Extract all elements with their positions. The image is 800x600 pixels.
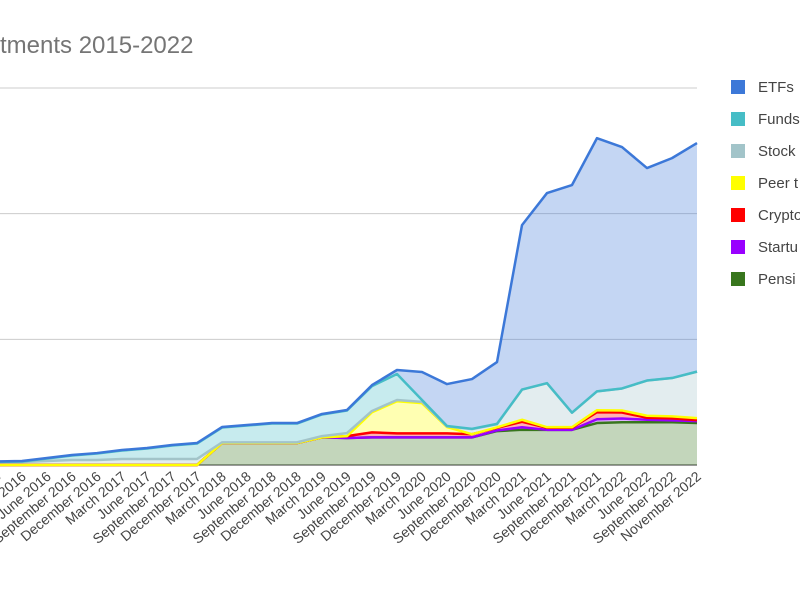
area-fill [0,422,697,465]
legend-swatch [731,272,745,286]
area-fill [0,412,697,465]
legend-swatch [731,80,745,94]
legend-swatch [731,176,745,190]
legend-label: Peer t [758,175,799,192]
area-fill [0,371,697,462]
area-line [0,136,698,463]
chart-title: tments 2015-2022 [0,32,193,59]
area-fill [0,138,697,462]
legend-swatch [731,112,745,126]
legend-label: Pensi [758,271,796,288]
legend-swatch [731,240,745,254]
legend-label: Funds [758,111,800,128]
legend-label: Startu [758,239,798,256]
legend-swatch [731,208,745,222]
legend-swatch [731,144,745,158]
legend-label: ETFs [758,79,794,96]
legend-label: Crypto [758,207,800,224]
legend-label: Stock [758,143,796,160]
area-fill [0,371,697,465]
area-line [0,400,698,467]
